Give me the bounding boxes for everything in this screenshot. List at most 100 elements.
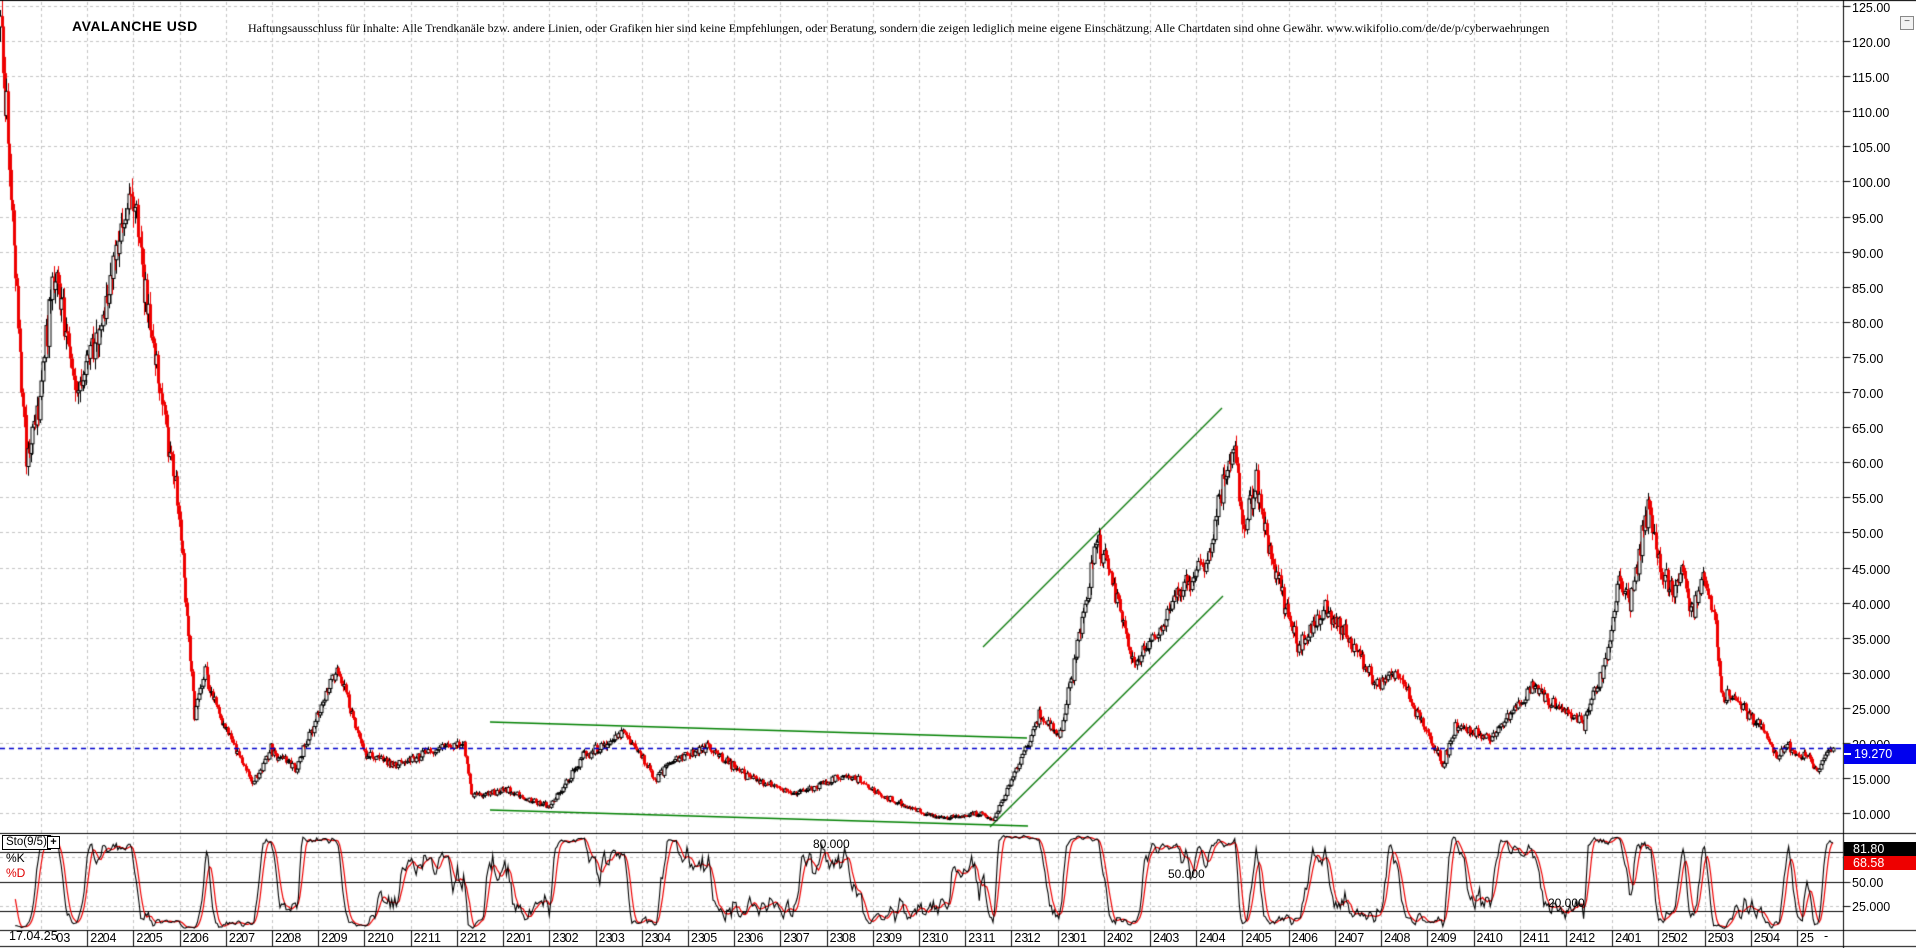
month-label-month: 12	[1026, 930, 1041, 945]
month-label-month: 04	[657, 930, 672, 945]
disclaimer-text: Haftungsausschluss für Inhalte: Alle Tre…	[248, 21, 1550, 35]
price-axis-label: 80.00	[1852, 316, 1884, 331]
month-label-month: 03	[1719, 930, 1734, 945]
month-label-month: 10	[379, 930, 394, 945]
month-label-month: 07	[1350, 930, 1365, 945]
price-axis-label: 65.00	[1852, 422, 1884, 437]
price-axis-label: 10.000	[1852, 808, 1891, 823]
month-label-year: 22	[136, 930, 151, 945]
month-label-year: 23	[690, 930, 705, 945]
month-label-month: 11	[427, 930, 441, 945]
month-label-year: 23	[922, 930, 936, 945]
month-label-year: 25	[1707, 930, 1722, 945]
month-label-year: 23	[598, 930, 613, 945]
chart-title: AVALANCHE USD	[72, 18, 198, 34]
price-axis-label: 120.00	[1852, 36, 1891, 50]
last-price-tick-icon	[1844, 753, 1851, 755]
price-axis-label: 15.000	[1852, 773, 1891, 788]
month-label-month: 01	[1627, 930, 1642, 945]
stochastic-k-value-badge: 81.80	[1844, 842, 1916, 856]
month-label-month: 10	[1488, 930, 1503, 945]
month-label-month: 09	[888, 930, 903, 945]
stochastic-d-value: 68.58	[1853, 856, 1885, 870]
last-price-value: 19.270	[1854, 747, 1893, 761]
month-label-month: 06	[1304, 930, 1318, 945]
price-axis-label: 95.00	[1852, 211, 1884, 226]
month-label-year: 22	[182, 930, 197, 945]
stochastic-d-label: %D	[6, 866, 26, 880]
month-label-year: 24	[1384, 930, 1398, 945]
month-label-month: 08	[287, 930, 302, 945]
month-label-year: 23	[875, 930, 890, 945]
stochastic-level-label: 20.000	[1548, 895, 1585, 910]
month-label-month: 09	[333, 930, 348, 945]
month-label-month: 03	[1165, 930, 1180, 945]
month-label-month: 02	[564, 930, 579, 945]
collapse-panel-button[interactable]: −	[1900, 16, 1914, 30]
month-label-year: 24	[1522, 930, 1537, 945]
stochastic-level-label: 80.000	[813, 837, 850, 852]
month-label-month: 03	[610, 930, 625, 945]
month-label-year: 23	[737, 930, 752, 945]
price-axis-label: 60.00	[1852, 457, 1884, 472]
indicator-name-badge[interactable]: Sto(9/5)	[2, 835, 51, 850]
month-label-year: 24	[1199, 930, 1214, 945]
stochastic-d-value-badge: 68.58	[1844, 856, 1916, 870]
month-label-month: 07	[241, 930, 256, 945]
month-label-year: 22	[506, 930, 520, 945]
price-axis-label: 55.00	[1852, 492, 1884, 507]
month-label-year: 22	[321, 930, 336, 945]
month-label-month: 06	[195, 930, 209, 945]
price-axis-label: 25.000	[1852, 702, 1891, 717]
month-label-year: 24	[1291, 930, 1306, 945]
price-axis-label: 45.000	[1852, 562, 1891, 577]
month-label-year: 24	[1106, 930, 1121, 945]
month-label-month: 02	[1673, 930, 1688, 945]
price-axis-label: 40.000	[1852, 597, 1891, 612]
month-label-year: 22	[413, 930, 428, 945]
month-label-year: 22	[367, 930, 382, 945]
month-label-month: 05	[703, 930, 718, 945]
month-label-month: 09	[1442, 930, 1457, 945]
month-label-year: 24	[1615, 930, 1630, 945]
month-label-year: 23	[829, 930, 844, 945]
month-label-month: 02	[1119, 930, 1134, 945]
month-label-year: 25	[1753, 930, 1768, 945]
month-label-month: 05	[148, 930, 163, 945]
month-label-month: 08	[841, 930, 856, 945]
month-label-month: 12	[1581, 930, 1596, 945]
month-label-month: 03	[56, 930, 71, 945]
stochastic-k-value: 81.80	[1853, 842, 1885, 856]
month-label-month: 01	[1073, 930, 1087, 945]
axis-dash-label: -	[1824, 929, 1829, 943]
month-label-month: 12	[472, 930, 487, 945]
month-label-year: 23	[783, 930, 798, 945]
month-label-year: 22	[275, 930, 289, 945]
month-label-month: 04	[1766, 930, 1781, 945]
month-label-year: 24	[1245, 930, 1260, 945]
month-label-month: 06	[749, 930, 764, 945]
price-axis-label: 30.000	[1852, 667, 1891, 682]
stochastic-level-label: 50.000	[1168, 866, 1205, 881]
month-label-year: 24	[1568, 930, 1583, 945]
price-axis-label: 105.00	[1852, 141, 1891, 156]
month-label-month: 04	[102, 930, 117, 945]
indicator-add-icon[interactable]: +	[47, 836, 60, 849]
price-axis-label: 125.00	[1852, 0, 1891, 15]
month-label-month: 05	[1257, 930, 1272, 945]
month-label-year: 25	[1661, 930, 1676, 945]
month-label-year: 24	[1337, 930, 1352, 945]
month-label-month: 11	[982, 930, 996, 945]
month-label-year: 23	[1060, 930, 1075, 945]
price-axis-label: 50.00	[1852, 527, 1884, 542]
month-label-month: 01	[518, 930, 533, 945]
price-axis-label: 85.00	[1852, 281, 1884, 296]
month-label-year: 24	[1153, 930, 1167, 945]
month-label-year: 22	[459, 930, 474, 945]
stochastic-axis-label: 25.000	[1852, 899, 1891, 914]
price-axis-label: 75.00	[1852, 351, 1884, 366]
current-date-label: 17.04.25	[9, 929, 58, 943]
month-label-year: 24	[1476, 930, 1491, 945]
